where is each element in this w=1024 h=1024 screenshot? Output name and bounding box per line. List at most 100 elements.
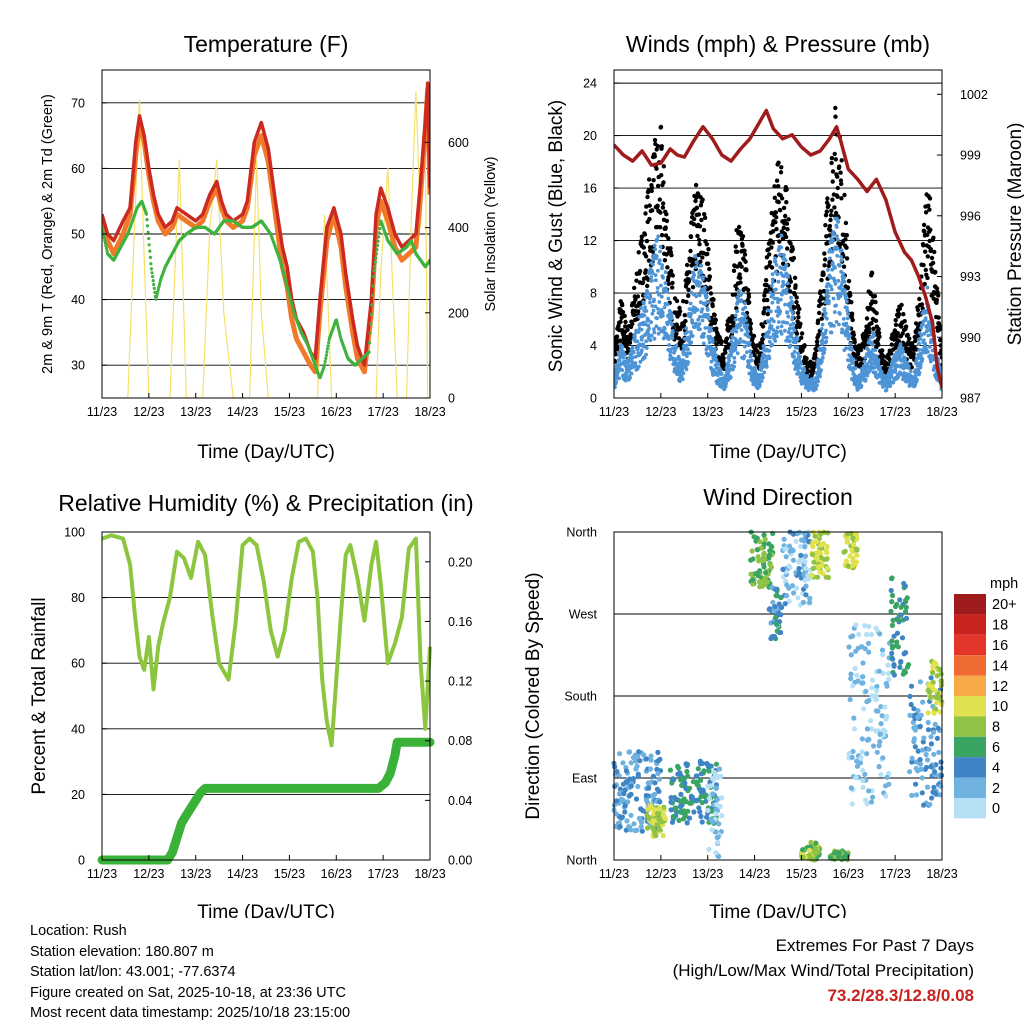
wind-point — [823, 311, 828, 316]
gust-point — [818, 302, 824, 307]
gust-point — [816, 332, 821, 337]
direction-point — [934, 673, 940, 679]
x-tick-label: 12/23 — [645, 405, 676, 419]
gust-point — [823, 213, 829, 218]
gust-point — [761, 309, 766, 315]
extremes-heading: Extremes For Past 7 Days — [775, 936, 974, 955]
gust-point — [746, 294, 752, 299]
direction-point — [699, 800, 705, 806]
direction-point — [704, 761, 710, 767]
direction-point — [926, 746, 932, 752]
wind-point — [773, 259, 778, 264]
gust-point — [773, 210, 779, 215]
direction-point — [695, 766, 701, 772]
wind-point — [925, 285, 930, 290]
direction-point — [639, 828, 645, 834]
gust-point — [669, 253, 674, 258]
direction-point — [697, 758, 703, 764]
direction-point — [889, 643, 896, 650]
dewpoint-point — [368, 341, 372, 345]
gust-point — [896, 312, 902, 317]
dewpoint-point — [105, 249, 109, 253]
direction-point — [699, 819, 705, 825]
direction-point — [780, 566, 786, 573]
wind-point — [774, 263, 779, 267]
wind-point — [662, 326, 667, 331]
direction-point — [907, 693, 913, 700]
direction-point — [917, 757, 923, 763]
gust-point — [643, 268, 648, 273]
direction-point — [930, 664, 936, 670]
direction-point — [757, 539, 763, 545]
gust-point — [867, 330, 872, 335]
legend-label: 10 — [992, 699, 1008, 715]
wind-point — [639, 327, 644, 332]
direction-point — [878, 721, 884, 727]
sonic-wind-series — [614, 216, 942, 393]
wind-point — [763, 334, 768, 339]
wind-point — [779, 233, 784, 238]
gust-point — [614, 334, 620, 339]
gust-point — [876, 342, 881, 347]
direction-point — [917, 679, 924, 685]
direction-point — [860, 674, 866, 680]
wind-point — [677, 365, 681, 370]
dewpoint-point — [151, 279, 155, 283]
gust-point — [620, 310, 626, 315]
direction-point — [762, 556, 768, 562]
wind-point — [788, 304, 793, 309]
gust-point — [783, 213, 788, 219]
dewpoint-point — [155, 292, 159, 297]
direction-point — [625, 799, 631, 805]
wind-point — [733, 318, 738, 322]
gust-point — [742, 252, 748, 257]
gust-point — [737, 272, 742, 277]
direction-point — [636, 815, 643, 822]
wind-point — [732, 364, 736, 369]
direction-point — [878, 772, 884, 778]
direction-point — [620, 797, 626, 803]
gust-point — [829, 208, 834, 213]
direction-point — [709, 808, 715, 814]
wind-point — [774, 287, 778, 292]
gust-point — [668, 246, 673, 251]
wind-point — [692, 273, 697, 277]
direction-point — [917, 761, 924, 767]
gust-point — [622, 313, 627, 319]
direction-point — [638, 806, 644, 812]
extremes-box: Extremes For Past 7 Days (High/Low/Max W… — [673, 933, 974, 1008]
gust-point — [842, 192, 847, 198]
direction-point — [769, 584, 775, 591]
gust-point — [928, 247, 933, 252]
wind-point — [841, 271, 846, 276]
wind-point — [830, 261, 835, 265]
direction-point — [877, 739, 883, 745]
gust-point — [642, 232, 648, 237]
wind-point — [775, 296, 780, 301]
wind-point — [653, 304, 658, 309]
direction-point — [870, 794, 876, 800]
wind-point — [763, 354, 767, 358]
direction-point — [635, 773, 641, 780]
y-tick-label: 70 — [71, 96, 85, 110]
direction-point — [877, 631, 883, 637]
gust-point — [794, 331, 800, 336]
legend-swatch — [954, 655, 986, 676]
y-tick-label: North — [566, 526, 597, 540]
direction-point — [807, 854, 813, 860]
direction-point — [810, 565, 817, 572]
gust-point — [915, 307, 921, 313]
direction-point — [908, 683, 915, 689]
direction-point — [890, 617, 896, 624]
direction-point — [859, 749, 865, 755]
gust-point — [818, 289, 823, 294]
wind-point — [649, 320, 653, 325]
x-tick-label: 18/23 — [414, 867, 445, 881]
direction-point — [859, 736, 865, 742]
direction-point — [883, 793, 889, 799]
wind-point — [641, 342, 646, 347]
direction-point — [713, 761, 720, 767]
direction-point — [880, 652, 886, 658]
gust-point — [839, 181, 844, 187]
direction-point — [909, 792, 915, 799]
